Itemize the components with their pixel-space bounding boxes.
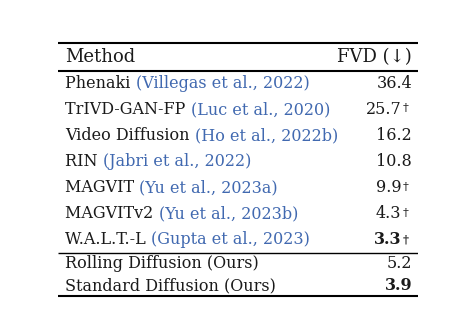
Text: 16.2: 16.2 [375, 127, 411, 144]
Text: (Yu et al., 2023a): (Yu et al., 2023a) [139, 179, 277, 197]
Text: 10.8: 10.8 [375, 154, 411, 170]
Text: (Luc et al., 2020): (Luc et al., 2020) [190, 101, 329, 118]
Text: (Ho et al., 2022b): (Ho et al., 2022b) [194, 127, 338, 144]
Text: Method: Method [65, 48, 135, 66]
Text: 5.2: 5.2 [386, 255, 411, 272]
Text: W.A.L.T.-L: W.A.L.T.-L [65, 232, 151, 249]
Text: †: † [402, 208, 408, 217]
Text: 36.4: 36.4 [375, 75, 411, 92]
Text: Standard Diffusion (Ours): Standard Diffusion (Ours) [65, 277, 275, 294]
Text: (Yu et al., 2023b): (Yu et al., 2023b) [158, 205, 297, 222]
Text: (Villegas et al., 2022): (Villegas et al., 2022) [135, 75, 309, 92]
Text: 3.9: 3.9 [384, 277, 411, 294]
Text: 9.9: 9.9 [375, 179, 400, 197]
Text: †: † [402, 181, 408, 192]
Text: RIN: RIN [65, 154, 103, 170]
Text: TrIVD-GAN-FP: TrIVD-GAN-FP [65, 101, 190, 118]
Text: FVD (↓): FVD (↓) [337, 48, 411, 66]
Text: (Gupta et al., 2023): (Gupta et al., 2023) [151, 232, 309, 249]
Text: MAGVITv2: MAGVITv2 [65, 205, 158, 222]
Text: MAGVIT: MAGVIT [65, 179, 139, 197]
Text: †: † [402, 103, 408, 114]
Text: †: † [402, 234, 408, 245]
Text: Phenaki: Phenaki [65, 75, 135, 92]
Text: Video Diffusion: Video Diffusion [65, 127, 194, 144]
Text: 25.7: 25.7 [365, 101, 400, 118]
Text: 3.3: 3.3 [373, 232, 400, 249]
Text: 4.3: 4.3 [375, 205, 400, 222]
Text: (Jabri et al., 2022): (Jabri et al., 2022) [103, 154, 250, 170]
Text: Rolling Diffusion (Ours): Rolling Diffusion (Ours) [65, 255, 258, 272]
